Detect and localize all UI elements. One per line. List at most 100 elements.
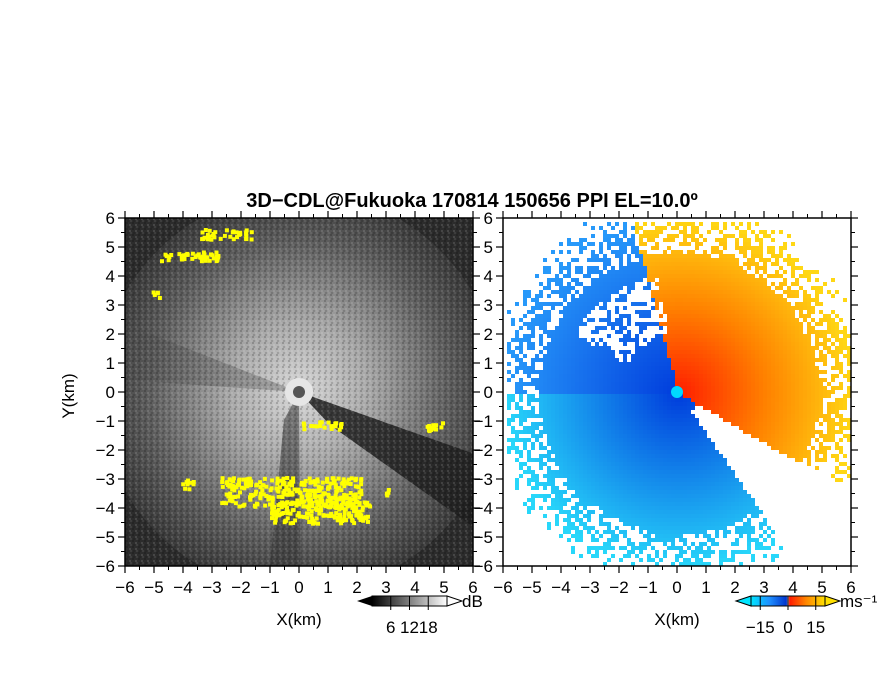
velocity-pixel: [647, 370, 651, 374]
velocity-pixel: [731, 398, 735, 402]
velocity-pixel: [515, 406, 519, 410]
velocity-pixel: [703, 390, 707, 394]
velocity-pixel: [655, 298, 659, 302]
velocity-pixel: [843, 394, 847, 398]
velocity-pixel: [735, 410, 739, 414]
velocity-pixel: [679, 254, 683, 258]
velocity-pixel: [639, 354, 643, 358]
yellow-speck: [248, 495, 252, 500]
velocity-pixel: [811, 406, 815, 410]
right-panel: [503, 218, 851, 566]
velocity-pixel: [667, 274, 671, 278]
velocity-pixel: [591, 294, 595, 298]
velocity-pixel: [655, 386, 659, 390]
velocity-pixel: [791, 270, 795, 274]
velocity-pixel: [611, 510, 615, 514]
yellow-speck: [353, 492, 358, 497]
velocity-pixel: [655, 370, 659, 374]
velocity-pixel: [763, 370, 767, 374]
velocity-pixel: [783, 258, 787, 262]
velocity-pixel: [655, 302, 659, 306]
velocity-pixel: [711, 518, 715, 522]
velocity-pixel: [643, 486, 647, 490]
velocity-pixel: [587, 390, 591, 394]
velocity-pixel: [783, 366, 787, 370]
velocity-pixel: [619, 370, 623, 374]
velocity-pixel: [723, 406, 727, 410]
velocity-pixel: [791, 306, 795, 310]
velocity-pixel: [567, 422, 571, 426]
velocity-pixel: [791, 318, 795, 322]
velocity-pixel: [831, 378, 835, 382]
velocity-pixel: [771, 374, 775, 378]
velocity-pixel: [735, 506, 739, 510]
velocity-pixel: [723, 374, 727, 378]
velocity-pixel: [695, 374, 699, 378]
velocity-pixel: [583, 246, 587, 250]
velocity-pixel: [663, 266, 667, 270]
velocity-pixel: [743, 262, 747, 266]
velocity-pixel: [615, 398, 619, 402]
velocity-pixel: [723, 386, 727, 390]
yellow-speck: [336, 476, 341, 481]
velocity-pixel: [595, 414, 599, 418]
velocity-pixel: [711, 342, 715, 346]
velocity-pixel: [831, 454, 835, 458]
velocity-pixel: [531, 310, 535, 314]
velocity-pixel: [739, 394, 743, 398]
velocity-pixel: [567, 386, 571, 390]
yellow-speck: [281, 479, 285, 484]
velocity-pixel: [563, 346, 567, 350]
yellow-speck: [201, 254, 205, 259]
velocity-pixel: [763, 258, 767, 262]
velocity-pixel: [587, 370, 591, 374]
velocity-pixel: [647, 362, 651, 366]
velocity-pixel: [579, 390, 583, 394]
yellow-speck: [312, 424, 317, 429]
velocity-pixel: [579, 454, 583, 458]
velocity-pixel: [679, 250, 683, 254]
velocity-pixel: [627, 470, 631, 474]
velocity-pixel: [655, 270, 659, 274]
velocity-pixel: [759, 394, 763, 398]
velocity-pixel: [667, 494, 671, 498]
velocity-pixel: [659, 478, 663, 482]
velocity-pixel: [611, 470, 615, 474]
velocity-pixel: [615, 386, 619, 390]
velocity-pixel: [643, 358, 647, 362]
velocity-pixel: [699, 346, 703, 350]
velocity-pixel: [735, 294, 739, 298]
velocity-pixel: [791, 438, 795, 442]
velocity-pixel: [807, 314, 811, 318]
yellow-speck: [274, 514, 279, 519]
velocity-pixel: [735, 374, 739, 378]
velocity-pixel: [559, 294, 563, 298]
velocity-pixel: [779, 430, 783, 434]
yellow-speck: [200, 230, 205, 235]
velocity-pixel: [743, 242, 747, 246]
velocity-pixel: [683, 366, 687, 370]
velocity-pixel: [583, 486, 587, 490]
velocity-pixel: [567, 450, 571, 454]
velocity-pixel: [671, 470, 675, 474]
velocity-pixel: [687, 438, 691, 442]
velocity-pixel: [567, 274, 571, 278]
velocity-pixel: [751, 502, 755, 506]
velocity-pixel: [587, 346, 591, 350]
velocity-pixel: [707, 502, 711, 506]
velocity-pixel: [671, 474, 675, 478]
velocity-pixel: [587, 382, 591, 386]
velocity-pixel: [607, 234, 611, 238]
velocity-pixel: [535, 478, 539, 482]
velocity-pixel: [587, 486, 591, 490]
velocity-pixel: [671, 314, 675, 318]
velocity-pixel: [707, 438, 711, 442]
velocity-pixel: [771, 386, 775, 390]
velocity-pixel: [619, 514, 623, 518]
velocity-pixel: [763, 342, 767, 346]
velocity-pixel: [727, 466, 731, 470]
velocity-pixel: [611, 270, 615, 274]
velocity-pixel: [671, 454, 675, 458]
velocity-pixel: [819, 422, 823, 426]
velocity-pixel: [735, 378, 739, 382]
